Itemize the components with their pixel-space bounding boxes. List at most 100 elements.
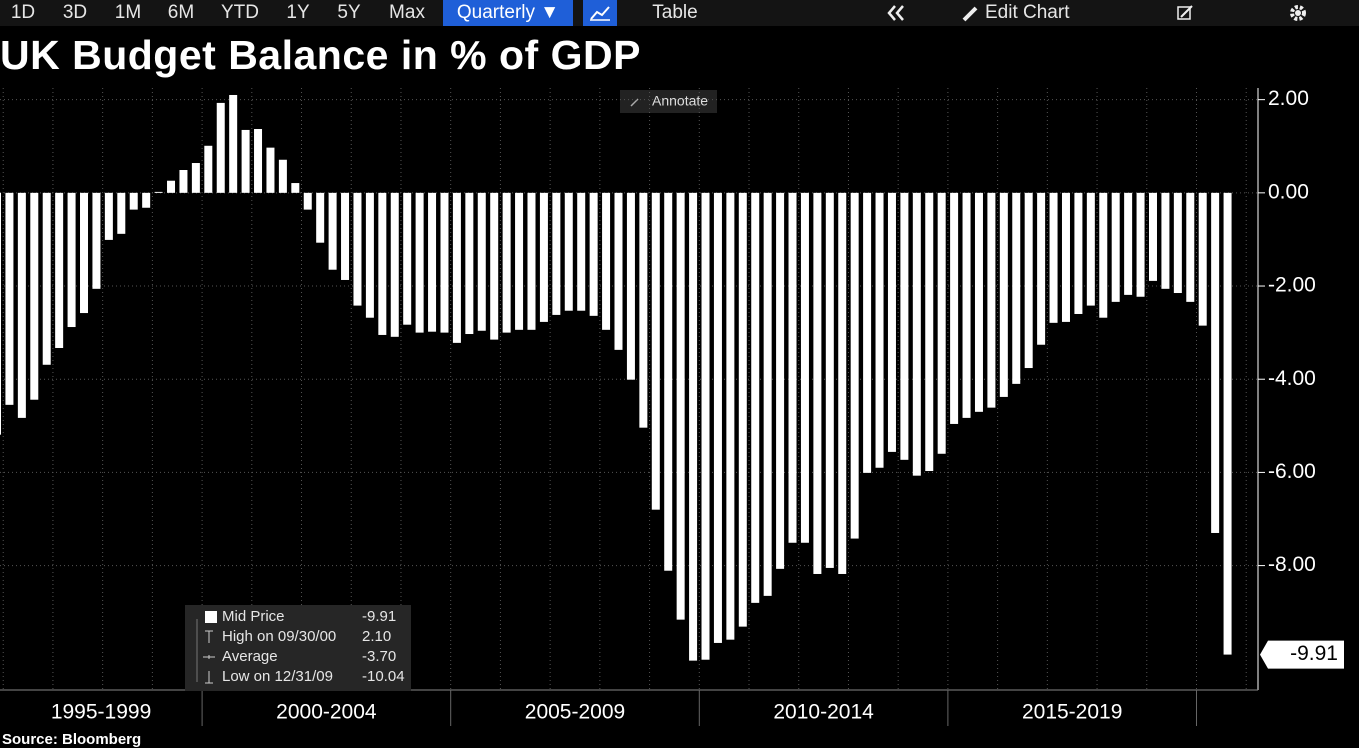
annotate-button[interactable] bbox=[620, 90, 717, 113]
bar bbox=[1099, 192, 1108, 318]
bar bbox=[1074, 192, 1083, 314]
bar bbox=[838, 192, 847, 574]
x-tick-label: 2010-2014 bbox=[773, 701, 874, 724]
bar bbox=[1124, 192, 1133, 295]
low-icon bbox=[205, 671, 213, 684]
y-tick-label: -8.00 bbox=[1268, 553, 1316, 576]
bar bbox=[925, 192, 934, 472]
bar bbox=[477, 192, 486, 331]
bar bbox=[428, 192, 437, 332]
bar bbox=[403, 192, 412, 325]
bar bbox=[365, 192, 374, 318]
bar bbox=[589, 192, 598, 316]
bar bbox=[850, 192, 859, 539]
bar bbox=[751, 192, 760, 603]
last-value-label: -9.91 bbox=[1290, 642, 1338, 665]
bar bbox=[738, 192, 747, 627]
chart-title: UK Budget Balance in % of GDP bbox=[0, 32, 641, 78]
source-note: Source: Bloomberg bbox=[2, 731, 142, 748]
bar bbox=[887, 192, 896, 452]
bar bbox=[378, 192, 387, 335]
bar bbox=[962, 192, 971, 418]
line-icon bbox=[590, 6, 610, 21]
bar bbox=[278, 159, 287, 193]
average-icon bbox=[203, 655, 215, 659]
bar bbox=[552, 192, 561, 315]
bar bbox=[900, 192, 909, 460]
bar bbox=[825, 192, 834, 568]
bar bbox=[1049, 192, 1058, 323]
range-button[interactable]: 5Y bbox=[337, 2, 361, 23]
y-tick-label: 2.00 bbox=[1268, 87, 1309, 110]
table-button[interactable]: Table bbox=[652, 2, 698, 23]
bar bbox=[689, 192, 698, 661]
bar bbox=[502, 192, 511, 333]
bar bbox=[1037, 192, 1046, 345]
bar bbox=[30, 192, 39, 400]
frequency-dropdown[interactable]: Quarterly ▼ bbox=[443, 0, 573, 26]
bar bbox=[651, 192, 660, 510]
edit-icon[interactable] bbox=[1172, 0, 1198, 26]
y-tick-label: -2.00 bbox=[1268, 274, 1316, 297]
bar bbox=[974, 192, 983, 412]
stats-label: Low on 12/31/09 bbox=[222, 668, 333, 685]
bar bbox=[191, 163, 200, 193]
bar bbox=[602, 192, 611, 330]
bars bbox=[0, 94, 1232, 661]
bar bbox=[539, 192, 548, 322]
bar bbox=[0, 192, 1, 435]
collapse-button[interactable] bbox=[880, 0, 912, 26]
bar bbox=[999, 192, 1008, 397]
bar bbox=[142, 192, 151, 208]
bar bbox=[626, 192, 635, 380]
range-button[interactable]: YTD bbox=[221, 2, 259, 23]
bar bbox=[303, 192, 312, 210]
bar bbox=[490, 192, 499, 340]
bar bbox=[676, 192, 685, 620]
edit-chart-button[interactable]: Edit Chart bbox=[985, 2, 1070, 23]
bar bbox=[17, 192, 26, 418]
x-tick-label: 1995-1999 bbox=[51, 701, 151, 724]
chart-type-button[interactable] bbox=[583, 0, 617, 26]
bar bbox=[875, 192, 884, 468]
bar bbox=[316, 192, 325, 243]
bar bbox=[353, 192, 362, 306]
range-button[interactable]: 1Y bbox=[286, 2, 310, 23]
bar bbox=[129, 192, 138, 210]
x-tick-label: 2015-2019 bbox=[1022, 701, 1122, 724]
range-button[interactable]: 6M bbox=[167, 2, 195, 23]
bar bbox=[229, 94, 238, 193]
bar bbox=[167, 180, 176, 193]
bar bbox=[67, 192, 76, 328]
bar bbox=[80, 192, 89, 314]
bar bbox=[92, 192, 101, 289]
bar bbox=[55, 192, 64, 348]
bar bbox=[266, 147, 275, 193]
bar bbox=[564, 192, 573, 311]
bar bbox=[863, 192, 872, 473]
bar bbox=[639, 192, 648, 428]
bar bbox=[1012, 192, 1021, 384]
bar bbox=[776, 192, 785, 569]
range-button[interactable]: 1M bbox=[114, 2, 142, 23]
bar bbox=[154, 191, 163, 193]
bar bbox=[42, 192, 51, 365]
range-button[interactable]: 3D bbox=[62, 2, 88, 23]
bar bbox=[1223, 192, 1232, 655]
range-button[interactable]: 1D bbox=[10, 2, 36, 23]
stats-value: -10.04 bbox=[362, 668, 405, 685]
y-tick-label: 0.00 bbox=[1268, 180, 1309, 203]
bar bbox=[5, 192, 14, 405]
settings-icon[interactable] bbox=[1285, 0, 1311, 26]
range-button[interactable]: Max bbox=[389, 2, 425, 23]
bar bbox=[117, 192, 126, 234]
bar bbox=[1173, 192, 1182, 294]
high-icon bbox=[205, 630, 213, 643]
y-tick-label: -4.00 bbox=[1268, 367, 1316, 390]
annotate-icon bbox=[630, 98, 639, 107]
stats-box bbox=[185, 605, 411, 691]
bar bbox=[1111, 192, 1120, 302]
bar bbox=[800, 192, 809, 543]
